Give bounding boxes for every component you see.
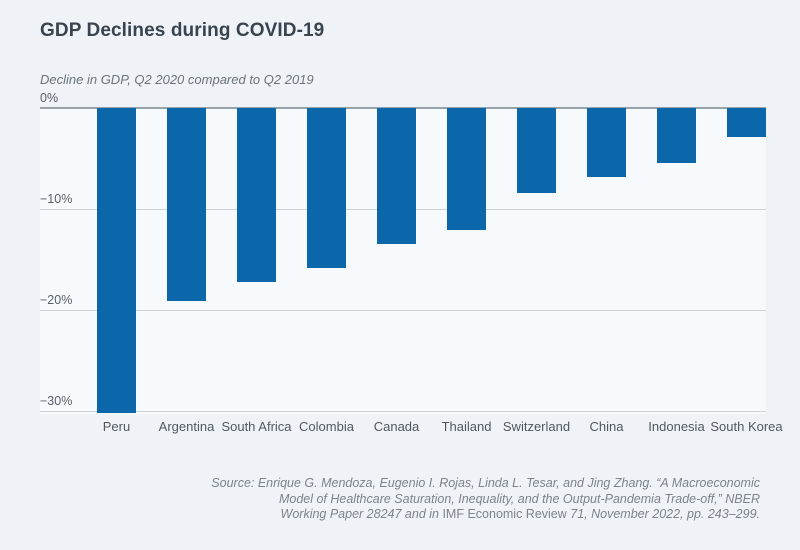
figure-title: GDP Declines during COVID-19 — [40, 20, 325, 41]
category-label-colombia: Colombia — [299, 419, 354, 434]
category-label-china: China — [589, 419, 624, 434]
y-tick-label: 0% — [40, 91, 59, 105]
source-line: Source: Enrique G. Mendoza, Eugenio I. R… — [120, 476, 760, 492]
bar-chart-plot-area: 0% −10% −20% −30% Peru Argentina South Africa C… — [40, 91, 783, 434]
bar-canada — [377, 108, 416, 245]
source-line: Model of Healthcare Saturation, Inequali… — [120, 492, 760, 508]
source-text-segment: Model of Healthcare Saturation, Inequali… — [278, 491, 760, 506]
bar-peru — [97, 108, 136, 413]
source-text-segment: Working Paper 28247 and in — [280, 507, 443, 521]
source-text-segment: 71, November 2022, pp. 243–299. — [566, 507, 760, 521]
bar-argentina — [167, 108, 206, 301]
journal-name: IMF Economic Review — [442, 507, 567, 521]
category-label-switzerland: Switzerland — [502, 419, 571, 434]
source-line: Working Paper 28247 and in IMF Economic … — [120, 507, 760, 523]
figure-subtitle: Decline in GDP, Q2 2020 compared to Q2 2… — [40, 72, 314, 87]
bar-south-africa — [237, 108, 276, 282]
y-tick-label: −20% — [40, 292, 73, 307]
category-label-peru: Peru — [102, 419, 131, 434]
bar-south-korea — [727, 108, 766, 138]
bar-china — [587, 108, 626, 177]
y-tick-label: −10% — [40, 191, 73, 206]
y-tick-label: −30% — [40, 393, 73, 408]
bar-colombia — [307, 108, 346, 268]
source-text-segment: Source: Enrique G. Mendoza, Eugenio I. R… — [211, 476, 760, 490]
bar-indonesia — [657, 108, 696, 163]
category-label-indonesia: Indonesia — [648, 419, 705, 434]
category-label-thailand: Thailand — [441, 419, 492, 434]
category-label-argentina: Argentina — [158, 419, 215, 434]
category-label-canada: Canada — [373, 419, 420, 434]
category-label-south-africa: South Africa — [221, 419, 292, 434]
bar-thailand — [447, 108, 486, 231]
source-note: Source: Enrique G. Mendoza, Eugenio I. R… — [120, 476, 760, 523]
bar-switzerland — [517, 108, 556, 193]
gridline — [40, 410, 766, 412]
gridline — [40, 309, 766, 311]
category-label-south-korea: South Korea — [710, 419, 783, 434]
